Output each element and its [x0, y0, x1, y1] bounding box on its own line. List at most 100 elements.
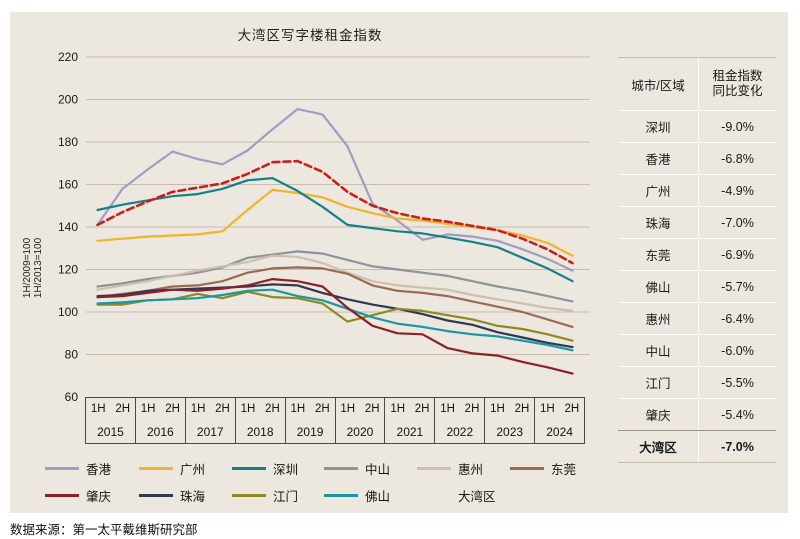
legend-item-guangzhou: 广州	[139, 458, 205, 478]
change-cell: -6.0%	[698, 335, 776, 366]
year-label: 2023	[496, 424, 524, 439]
city-cell: 肇庆	[645, 409, 671, 423]
change-cell: -4.9%	[698, 175, 776, 206]
half-year-labels: 1H 2H	[336, 398, 385, 421]
half-label: 1H	[340, 403, 356, 416]
legend-swatch-zhuhai	[139, 493, 173, 497]
half-year-labels: 1H 2H	[385, 398, 434, 421]
city-cell: 香港	[645, 153, 671, 167]
change-cell: -5.5%	[698, 367, 776, 398]
legend-row-1: 香港 广州 深圳 中山 惠州 东莞	[0, 458, 800, 478]
legend-label-huizhou: 惠州	[458, 462, 484, 477]
year-label: 2016	[147, 424, 174, 439]
legend-item-zhuhai: 珠海	[139, 485, 205, 505]
x-axis-year-cell-2018: 1H 2H 2018	[236, 398, 286, 443]
year-label: 2022	[446, 424, 474, 439]
city-cell: 佛山	[645, 281, 671, 295]
table-row-肇庆: 肇庆 -5.4%	[618, 398, 776, 430]
legend-item-zhaoqing: 肇庆	[45, 485, 111, 505]
half-label: 2H	[314, 403, 330, 416]
table-row-江门: 江门 -5.5%	[618, 366, 776, 398]
legend-item-shenzhen: 深圳	[232, 458, 298, 478]
x-axis-year-cell-2022: 1H 2H 2022	[435, 398, 486, 443]
change-cell: -7.0%	[698, 431, 776, 462]
year-label: 2020	[346, 424, 374, 439]
city-cell: 中山	[645, 345, 671, 359]
legend-label-jiangmen: 江门	[273, 489, 299, 504]
table-row-珠海: 珠海 -7.0%	[618, 206, 776, 238]
legend-label-guangzhou: 广州	[180, 462, 206, 477]
x-axis-year-table: 1H 2H 2015 1H 2H 2016 1H 2H 2017 1H 2H 2018 1H 2H 2019…	[85, 397, 585, 444]
legend-swatch-huizhou	[417, 466, 451, 470]
half-label: 2H	[165, 403, 180, 416]
half-year-labels: 1H 2H	[435, 398, 484, 421]
legend-label-shenzhen: 深圳	[273, 462, 299, 477]
city-cell: 江门	[645, 377, 671, 391]
legend-swatch-shenzhen	[232, 466, 266, 470]
table-row-大湾区: 大湾区 -7.0%	[618, 430, 776, 462]
table-header-city: 城市/区域	[631, 78, 685, 93]
legend-label-hongkong: 香港	[86, 462, 112, 477]
table-row-深圳: 深圳 -9.0%	[618, 110, 776, 142]
x-axis-year-cell-2024: 1H 2H 2024	[535, 398, 584, 443]
half-label: 1H	[390, 403, 406, 416]
year-label: 2015	[97, 424, 124, 439]
half-label: 1H	[240, 403, 256, 416]
half-label: 2H	[514, 403, 530, 416]
half-label: 2H	[564, 403, 580, 416]
legend-item-foshan: 佛山	[324, 485, 390, 505]
table-header-row: 城市/区域 租金指数 同比变化	[618, 58, 776, 110]
half-year-labels: 1H 2H	[86, 398, 135, 421]
half-label: 1H	[90, 403, 106, 416]
legend-swatch-jiangmen	[232, 493, 266, 497]
table-header-change: 租金指数 同比变化	[698, 58, 776, 110]
half-label: 1H	[190, 403, 206, 416]
chart-title: 大湾区写字楼租金指数	[237, 28, 383, 43]
half-label: 1H	[440, 403, 455, 416]
change-cell: -5.7%	[698, 271, 776, 302]
x-axis-year-cell-2017: 1H 2H 2017	[186, 398, 236, 443]
legend-label-foshan: 佛山	[365, 489, 391, 504]
y-axis-unit-line2: 1H/2013=100	[33, 237, 44, 299]
legend-item-jiangmen: 江门	[232, 485, 298, 505]
legend-label-dongguan: 东莞	[551, 462, 577, 477]
table-row-东莞: 东莞 -6.9%	[618, 238, 776, 270]
half-label: 1H	[140, 403, 156, 416]
legend-swatch-hongkong	[45, 466, 79, 470]
half-label: 2H	[265, 403, 280, 416]
city-cell: 珠海	[645, 217, 671, 231]
half-year-labels: 1H 2H	[535, 398, 584, 421]
change-cell: -6.4%	[698, 303, 776, 334]
year-label: 2017	[196, 424, 224, 439]
y-axis-unit-line1: 1H/2009=100	[22, 237, 33, 299]
legend-swatch-zhongshan	[324, 466, 358, 470]
city-cell: 大湾区	[639, 441, 677, 455]
year-label: 2018	[246, 424, 274, 439]
legend-item-dongguan: 东莞	[510, 458, 576, 478]
legend-label-zhuhai: 珠海	[180, 489, 206, 504]
city-cell: 东莞	[645, 249, 671, 263]
x-axis-year-cell-2021: 1H 2H 2021	[385, 398, 436, 443]
year-label: 2021	[396, 424, 424, 439]
legend-swatch-gba	[417, 494, 451, 497]
half-label: 2H	[215, 403, 230, 416]
x-axis-year-cell-2023: 1H 2H 2023	[485, 398, 536, 443]
change-cell: -7.0%	[698, 207, 776, 238]
half-label: 2H	[464, 403, 480, 416]
half-year-labels: 1H 2H	[286, 398, 335, 421]
legend-item-zhongshan: 中山	[324, 458, 390, 478]
half-label: 2H	[115, 403, 131, 416]
city-cell: 惠州	[645, 313, 671, 327]
half-label: 1H	[540, 403, 555, 416]
x-axis-year-cell-2019: 1H 2H 2019	[286, 398, 336, 443]
half-year-labels: 1H 2H	[485, 398, 534, 421]
city-cell: 广州	[645, 185, 671, 199]
legend-item-gba: 大湾区	[417, 485, 496, 505]
legend-item-hongkong: 香港	[45, 458, 111, 478]
legend-swatch-zhaoqing	[45, 493, 79, 497]
half-year-labels: 1H 2H	[136, 398, 185, 421]
table-row-广州: 广州 -4.9%	[618, 174, 776, 206]
x-axis-year-cell-2015: 1H 2H 2015	[86, 398, 136, 443]
x-axis-year-cell-2016: 1H 2H 2016	[136, 398, 186, 443]
change-cell: -9.0%	[698, 111, 776, 142]
